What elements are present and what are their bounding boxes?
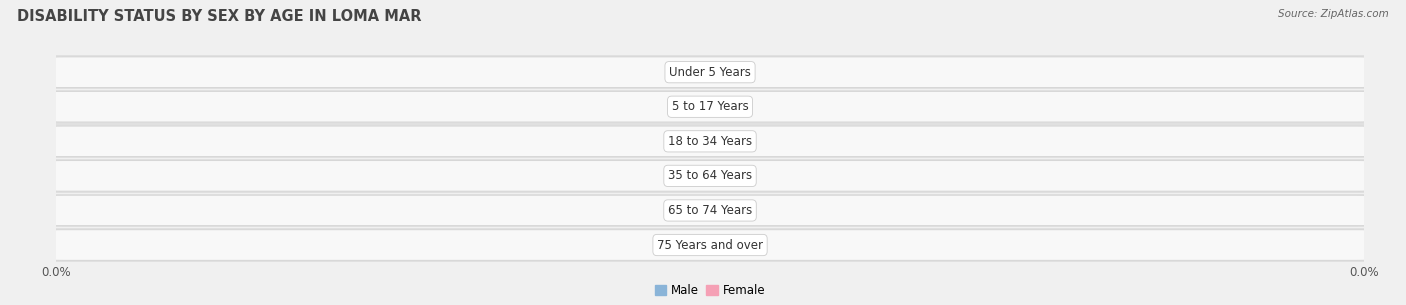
Text: Under 5 Years: Under 5 Years (669, 66, 751, 79)
Text: 0.0%: 0.0% (678, 67, 707, 77)
Text: 35 to 64 Years: 35 to 64 Years (668, 169, 752, 182)
Text: 0.0%: 0.0% (678, 171, 707, 181)
Bar (56, 124, 1364, 158)
Text: 0.0%: 0.0% (678, 206, 707, 215)
Text: 5 to 17 Years: 5 to 17 Years (672, 100, 748, 113)
Bar (673, 235, 710, 255)
Bar (56, 228, 1364, 262)
Text: 18 to 34 Years: 18 to 34 Years (668, 135, 752, 148)
Text: DISABILITY STATUS BY SEX BY AGE IN LOMA MAR: DISABILITY STATUS BY SEX BY AGE IN LOMA … (17, 9, 422, 24)
Bar (673, 166, 710, 186)
Bar (673, 131, 710, 151)
Bar (710, 200, 747, 221)
FancyBboxPatch shape (49, 57, 1371, 88)
Bar (56, 55, 1364, 89)
Text: 65 to 74 Years: 65 to 74 Years (668, 204, 752, 217)
Bar (710, 131, 747, 151)
Text: 0.0%: 0.0% (678, 136, 707, 146)
Text: 75 Years and over: 75 Years and over (657, 239, 763, 252)
Bar (56, 90, 1364, 124)
FancyBboxPatch shape (49, 92, 1371, 122)
Text: 0.0%: 0.0% (713, 102, 742, 112)
Bar (710, 235, 747, 255)
Bar (710, 62, 747, 82)
Text: 0.0%: 0.0% (713, 136, 742, 146)
Text: 0.0%: 0.0% (713, 240, 742, 250)
Text: 0.0%: 0.0% (678, 102, 707, 112)
FancyBboxPatch shape (49, 161, 1371, 191)
FancyBboxPatch shape (49, 230, 1371, 260)
Legend: Male, Female: Male, Female (650, 280, 770, 302)
Bar (673, 200, 710, 221)
Text: 0.0%: 0.0% (678, 240, 707, 250)
Bar (56, 193, 1364, 228)
Text: 0.0%: 0.0% (713, 67, 742, 77)
Bar (56, 159, 1364, 193)
Bar (673, 62, 710, 82)
Bar (673, 97, 710, 117)
Text: 0.0%: 0.0% (713, 206, 742, 215)
FancyBboxPatch shape (49, 195, 1371, 226)
Text: 0.0%: 0.0% (713, 171, 742, 181)
FancyBboxPatch shape (49, 126, 1371, 156)
Bar (710, 166, 747, 186)
Text: Source: ZipAtlas.com: Source: ZipAtlas.com (1278, 9, 1389, 19)
Bar (710, 97, 747, 117)
